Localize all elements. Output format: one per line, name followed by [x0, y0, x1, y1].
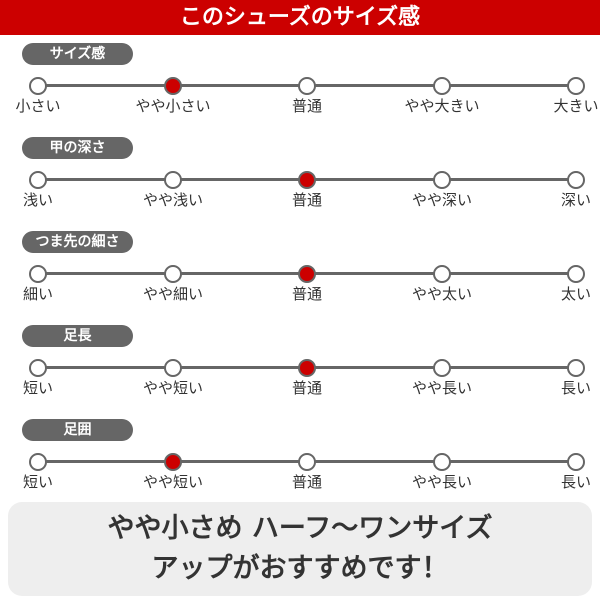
- scale-label: やや長い: [411, 473, 472, 491]
- scale-label: やや太い: [411, 285, 472, 303]
- scale-label: 浅い: [22, 191, 53, 209]
- scale-dot: [433, 453, 451, 471]
- selected-scale-dot: [164, 453, 182, 471]
- selected-scale-dot: [298, 265, 316, 283]
- size-scale-section: サイズ感小さい やや小さい 普通 やや大きい 大きい: [0, 43, 600, 137]
- section-label: サイズ感: [22, 43, 133, 65]
- scale-dot: [433, 171, 451, 189]
- recommendation-line-2: アップがおすすめです！: [151, 553, 449, 584]
- section-label: 足囲: [22, 419, 133, 441]
- scale-dot: [298, 77, 316, 95]
- section-label: 足長: [22, 325, 133, 347]
- scale-dot: [433, 265, 451, 283]
- scale-dot: [29, 453, 47, 471]
- scale-label: やや長い: [411, 379, 472, 397]
- scale-label: 普通: [291, 379, 322, 397]
- size-scale-section: つま先の細さ細い やや細い 普通 やや太い 太い: [0, 231, 600, 325]
- recommendation-line-1: やや小さめ ハーフ〜ワンサイズ: [107, 513, 493, 544]
- scale-label: 小さい: [15, 97, 61, 115]
- scale-label: 普通: [291, 285, 322, 303]
- recommendation-box: やや小さめ ハーフ〜ワンサイズ アップがおすすめです！: [8, 502, 592, 596]
- scale-dot: [567, 171, 585, 189]
- scale-label: 短い: [22, 473, 53, 491]
- scale-dot: [567, 453, 585, 471]
- scale-dot: [298, 453, 316, 471]
- scale-dot: [567, 265, 585, 283]
- scale-label: 普通: [291, 473, 322, 491]
- section-label: つま先の細さ: [22, 231, 133, 253]
- size-scale-section: 足囲短い やや短い 普通 やや長い 長い: [0, 419, 600, 513]
- scale-dot: [29, 77, 47, 95]
- scale-dot: [164, 359, 182, 377]
- scale-label: 太い: [560, 285, 591, 303]
- scale-label: やや浅い: [142, 191, 203, 209]
- scale-label: やや小さい: [135, 97, 211, 115]
- scale-label: 普通: [291, 191, 322, 209]
- scale-dot: [29, 359, 47, 377]
- scale-label: 短い: [22, 379, 53, 397]
- scale-label: やや大きい: [404, 97, 480, 115]
- scale-label: やや細い: [142, 285, 203, 303]
- page-title: このシューズのサイズ感: [0, 0, 600, 35]
- scale-label: 深い: [560, 191, 591, 209]
- scale-label: やや短い: [142, 379, 203, 397]
- scale-label: 細い: [22, 285, 53, 303]
- scale-label: 長い: [560, 473, 591, 491]
- section-label: 甲の深さ: [22, 137, 133, 159]
- scale-label: やや深い: [411, 191, 472, 209]
- size-scale-section: 足長短い やや短い 普通 やや長い 長い: [0, 325, 600, 419]
- scale-dot: [567, 359, 585, 377]
- scale-dot: [567, 77, 585, 95]
- scale-dot: [29, 265, 47, 283]
- scale-label: やや短い: [142, 473, 203, 491]
- scale-dot: [433, 77, 451, 95]
- scale-dot: [433, 359, 451, 377]
- selected-scale-dot: [298, 359, 316, 377]
- scale-label: 大きい: [553, 97, 599, 115]
- scale-label: 普通: [291, 97, 322, 115]
- scale-dot: [29, 171, 47, 189]
- scale-label: 長い: [560, 379, 591, 397]
- scale-dot: [164, 171, 182, 189]
- size-scale-section: 甲の深さ浅い やや浅い 普通 やや深い 深い: [0, 137, 600, 231]
- selected-scale-dot: [298, 171, 316, 189]
- scale-dot: [164, 265, 182, 283]
- selected-scale-dot: [164, 77, 182, 95]
